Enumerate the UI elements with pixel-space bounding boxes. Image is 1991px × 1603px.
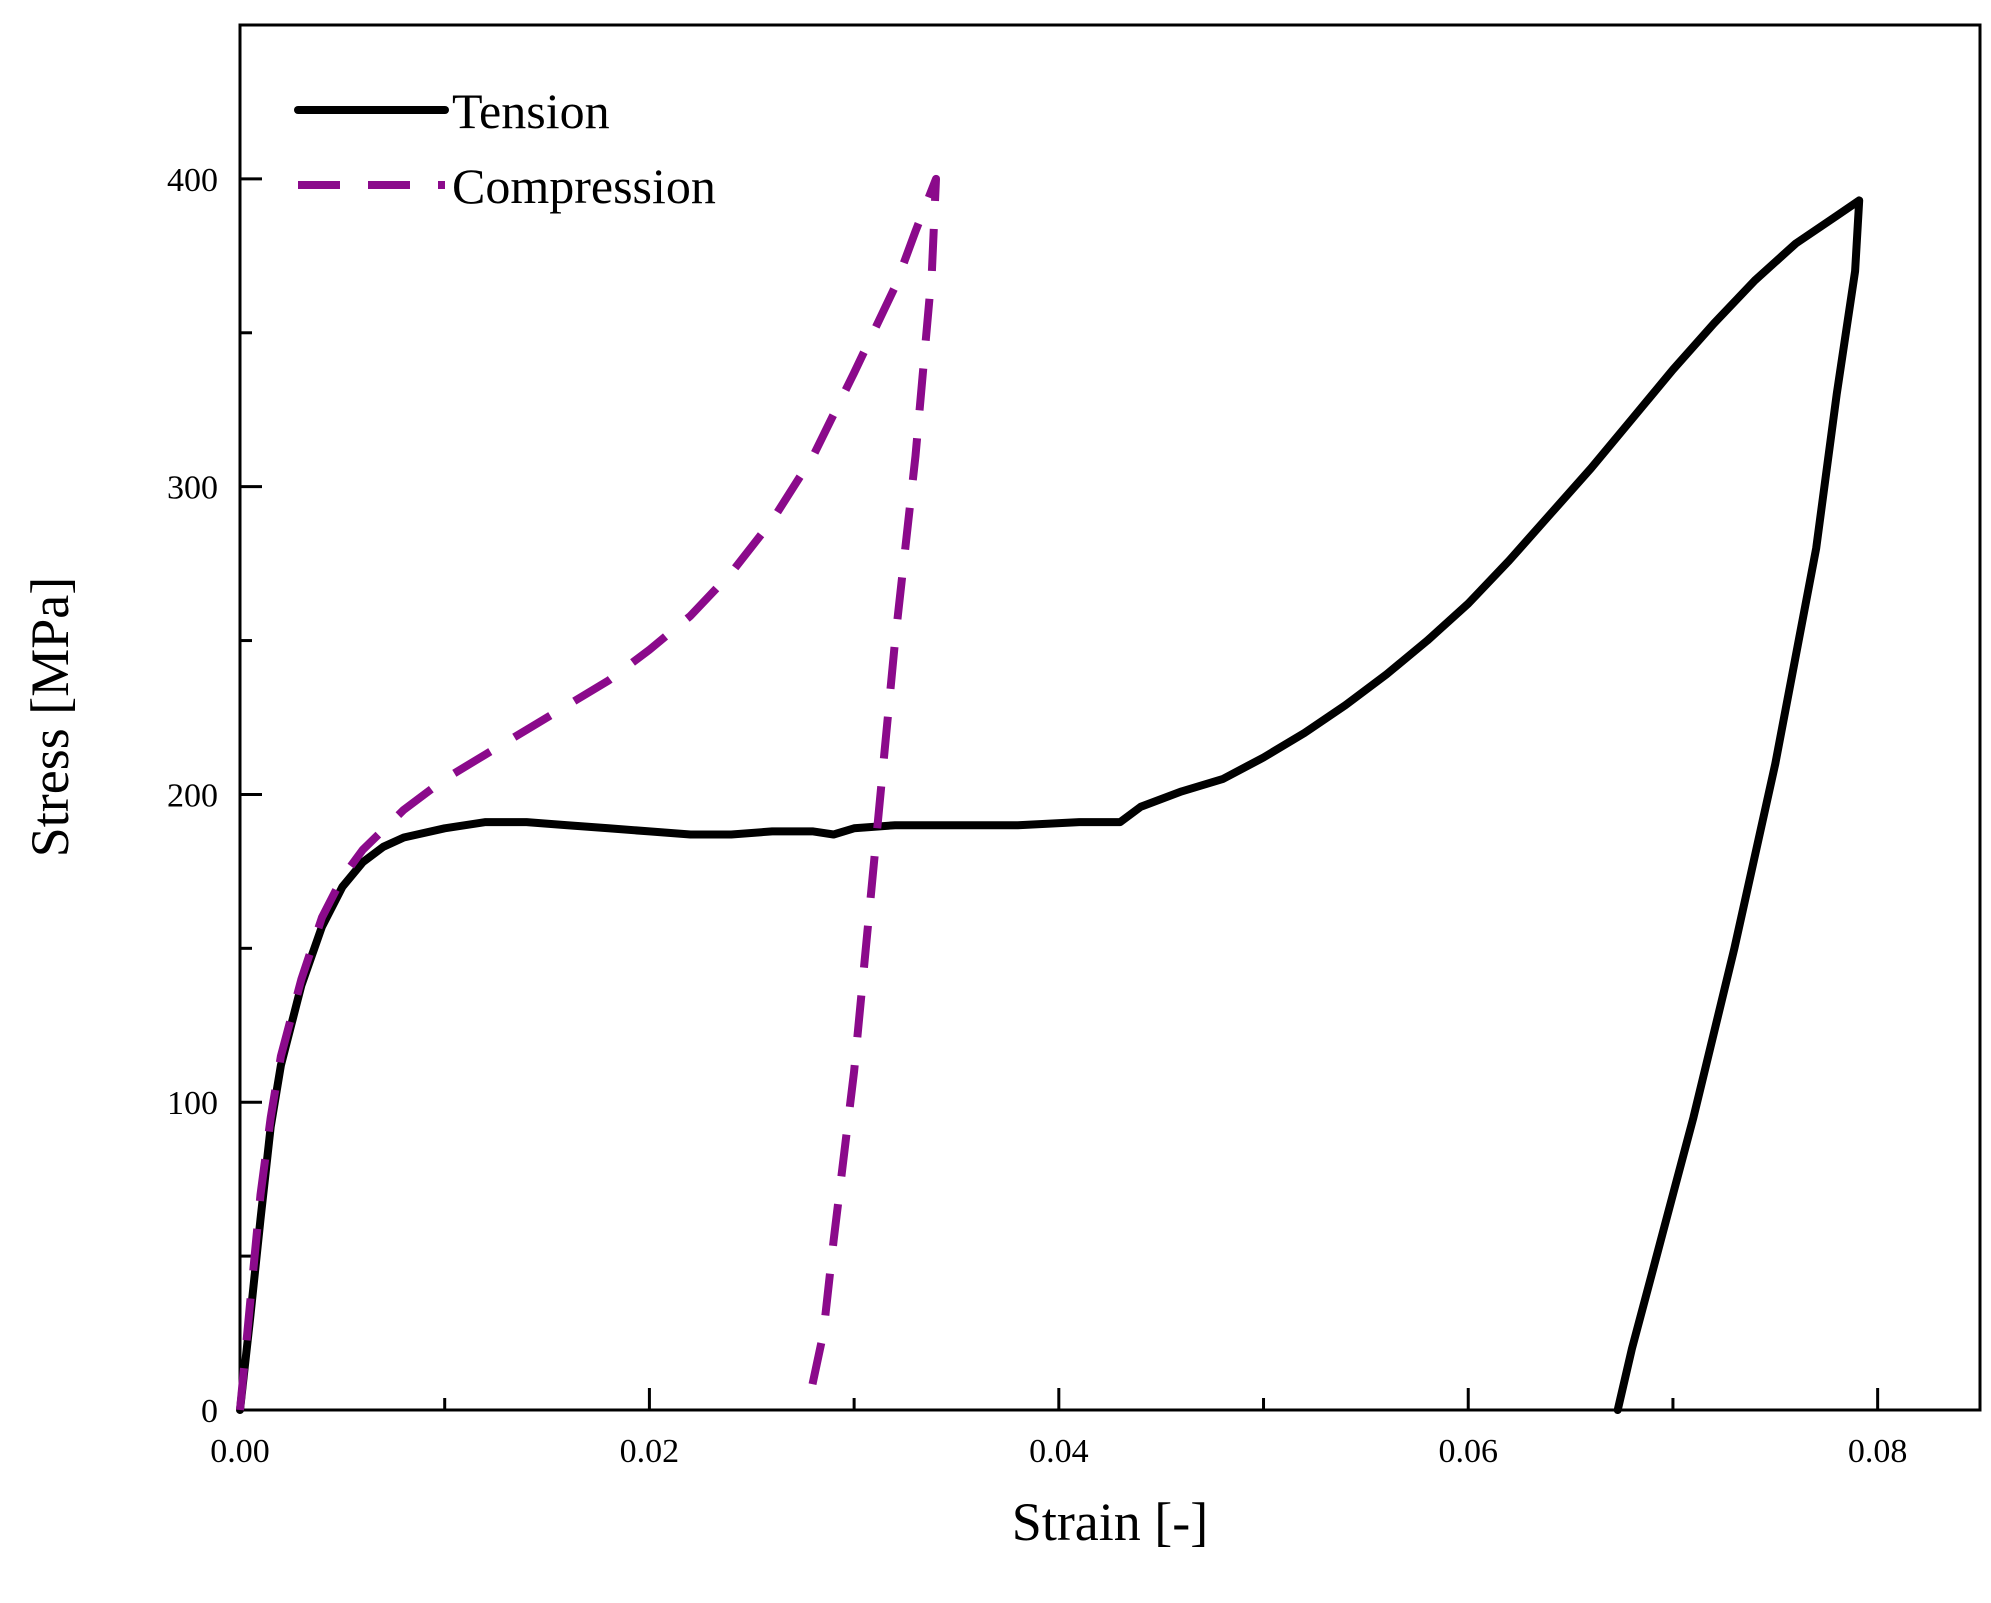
x-tick-label: 0.02 — [620, 1433, 680, 1470]
legend-label-compression: Compression — [452, 158, 716, 214]
y-tick-label: 200 — [167, 777, 218, 814]
legend: Tension Compression — [294, 83, 716, 214]
x-tick-label: 0.04 — [1029, 1433, 1089, 1470]
x-tick-label: 0.00 — [210, 1433, 270, 1470]
y-tick-label: 100 — [167, 1085, 218, 1122]
x-axis-title: Strain [-] — [1012, 1492, 1208, 1552]
axis-ticks: 0.00 0.02 0.04 0.06 0.08 0 100 200 300 400 — [167, 162, 1907, 1470]
x-tick-label: 0.08 — [1848, 1433, 1908, 1470]
y-tick-label: 0 — [201, 1393, 218, 1430]
data-series — [236, 174, 1864, 1414]
y-tick-label: 400 — [167, 162, 218, 199]
series-line-compression — [236, 174, 940, 1411]
x-tick-label: 0.06 — [1438, 1433, 1498, 1470]
plot-frame — [238, 23, 1982, 1412]
y-axis-title: Stress [MPa] — [20, 577, 80, 858]
legend-label-tension: Tension — [452, 83, 610, 139]
series-line-tension — [236, 196, 1864, 1414]
y-tick-label: 300 — [167, 470, 218, 507]
